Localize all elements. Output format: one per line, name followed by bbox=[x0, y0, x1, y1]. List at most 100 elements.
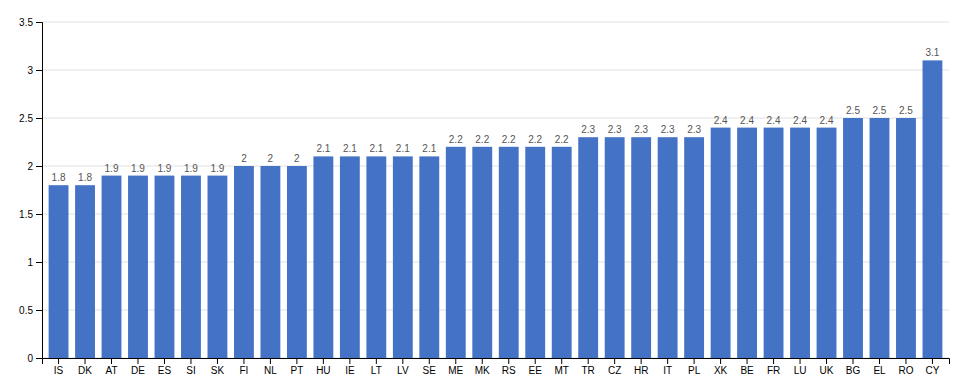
tick-mark bbox=[36, 22, 42, 23]
tick-label: CZ bbox=[608, 365, 621, 376]
bar bbox=[366, 156, 386, 358]
y-tick: 3 bbox=[27, 65, 42, 76]
tick-label: SI bbox=[186, 365, 195, 376]
y-tick: 1.5 bbox=[19, 209, 42, 220]
tick-mark bbox=[85, 358, 86, 364]
chart-svg: 1.81.81.91.91.91.91.92222.12.12.12.12.12… bbox=[0, 0, 965, 388]
tick-label: AT bbox=[105, 365, 117, 376]
tick-mark bbox=[137, 358, 138, 364]
bar bbox=[208, 176, 228, 358]
bar bbox=[393, 156, 413, 358]
y-tick: 1 bbox=[27, 257, 42, 268]
bar bbox=[631, 137, 651, 358]
y-tick: 2 bbox=[27, 161, 42, 172]
tick-mark bbox=[747, 358, 748, 364]
tick-label: HR bbox=[634, 365, 648, 376]
tick-mark bbox=[455, 358, 456, 364]
x-tick: FI bbox=[239, 358, 248, 376]
tick-label: PT bbox=[290, 365, 303, 376]
data-label: 2 bbox=[268, 153, 274, 164]
tick-mark bbox=[36, 70, 42, 71]
tick-mark bbox=[323, 358, 324, 364]
tick-mark bbox=[58, 358, 59, 364]
x-tick: IE bbox=[345, 358, 355, 376]
bars bbox=[49, 60, 943, 358]
tick-label: ES bbox=[158, 365, 172, 376]
tick-mark bbox=[667, 358, 668, 364]
tick-label: 2 bbox=[27, 161, 33, 172]
x-axis: ISDKATDEESSISKFINLPTHUIELTLVSEMEMKRSEEMT… bbox=[43, 358, 950, 376]
tick-label: PL bbox=[688, 365, 701, 376]
data-label: 2.2 bbox=[475, 134, 489, 145]
tick-label: 3.5 bbox=[19, 17, 33, 28]
data-label: 2.5 bbox=[846, 105, 860, 116]
data-label: 2.2 bbox=[502, 134, 516, 145]
x-tick: HU bbox=[316, 358, 330, 376]
tick-label: MT bbox=[554, 365, 568, 376]
tick-mark bbox=[429, 358, 430, 364]
plot-area: 1.81.81.91.91.91.91.92222.12.12.12.12.12… bbox=[19, 17, 949, 376]
bar bbox=[313, 156, 333, 358]
tick-mark bbox=[482, 358, 483, 364]
tick-label: DE bbox=[131, 365, 145, 376]
x-tick: IS bbox=[54, 358, 64, 376]
tick-label: IS bbox=[54, 365, 64, 376]
tick-mark bbox=[164, 358, 165, 364]
bar bbox=[711, 128, 731, 358]
tick-mark bbox=[588, 358, 589, 364]
tick-mark bbox=[270, 358, 271, 364]
tick-mark bbox=[932, 358, 933, 364]
bar bbox=[234, 166, 254, 358]
tick-label: BG bbox=[846, 365, 861, 376]
tick-label: LU bbox=[794, 365, 807, 376]
axis-domain bbox=[36, 23, 43, 359]
grid-line bbox=[42, 70, 949, 71]
x-tick: SK bbox=[211, 358, 225, 376]
bar bbox=[525, 147, 545, 358]
bar bbox=[658, 137, 678, 358]
x-tick: NL bbox=[264, 358, 277, 376]
data-label: 2.4 bbox=[714, 115, 728, 126]
tick-mark bbox=[641, 358, 642, 364]
bar bbox=[552, 147, 572, 358]
bar bbox=[287, 166, 307, 358]
bar bbox=[49, 185, 69, 358]
tick-label: CY bbox=[925, 365, 939, 376]
data-label: 1.8 bbox=[52, 172, 66, 183]
tick-label: HU bbox=[316, 365, 330, 376]
x-tick: XK bbox=[714, 358, 728, 376]
x-tick: DK bbox=[78, 358, 92, 376]
tick-label: LV bbox=[397, 365, 409, 376]
x-tick: BG bbox=[846, 358, 861, 376]
x-tick: SE bbox=[423, 358, 437, 376]
tick-mark bbox=[879, 358, 880, 364]
bar bbox=[128, 176, 148, 358]
y-axis: 00.511.522.533.5 bbox=[19, 17, 42, 364]
tick-label: FR bbox=[767, 365, 780, 376]
bar bbox=[817, 128, 837, 358]
x-tick: CY bbox=[925, 358, 939, 376]
tick-label: TR bbox=[582, 365, 595, 376]
tick-mark bbox=[905, 358, 906, 364]
tick-mark bbox=[694, 358, 695, 364]
data-label: 2.3 bbox=[608, 124, 622, 135]
bar bbox=[737, 128, 757, 358]
tick-mark bbox=[36, 166, 42, 167]
x-tick: DE bbox=[131, 358, 145, 376]
bar bbox=[155, 176, 175, 358]
tick-label: EL bbox=[873, 365, 886, 376]
tick-label: FI bbox=[239, 365, 248, 376]
bar bbox=[870, 118, 890, 358]
chart-container: 1.81.81.91.91.91.91.92222.12.12.12.12.12… bbox=[0, 0, 965, 388]
data-label: 1.9 bbox=[131, 163, 145, 174]
tick-mark bbox=[243, 358, 244, 364]
data-label: 2.1 bbox=[396, 143, 410, 154]
x-tick: ME bbox=[448, 358, 463, 376]
data-label: 1.8 bbox=[78, 172, 92, 183]
grid-line bbox=[42, 310, 949, 311]
bar bbox=[472, 147, 492, 358]
x-tick: MT bbox=[554, 358, 568, 376]
x-tick: BE bbox=[740, 358, 754, 376]
x-tick: TR bbox=[582, 358, 595, 376]
bar bbox=[499, 147, 519, 358]
